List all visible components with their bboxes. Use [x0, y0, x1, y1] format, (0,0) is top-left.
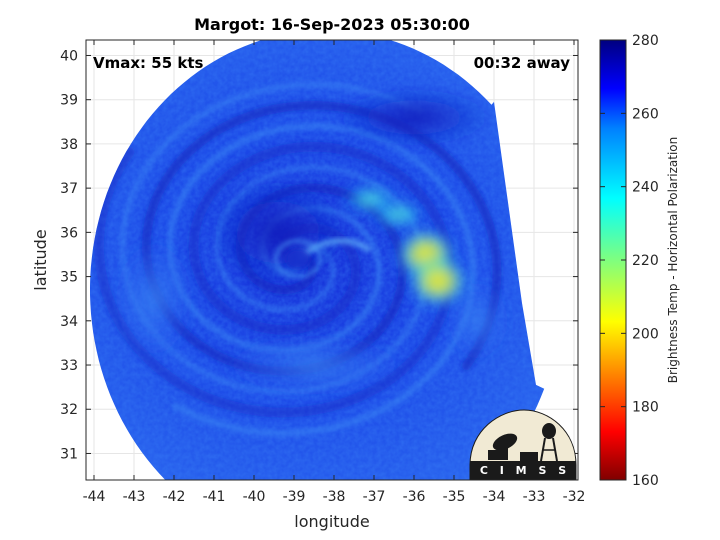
colorbar-tick-label: 280 [632, 33, 659, 49]
colorbar-tick-label: 160 [632, 473, 659, 489]
colorbar-ticks: 160 180 200 220 240 260 280 [600, 33, 659, 489]
x-tick-label: -41 [203, 489, 226, 505]
cold-region [334, 87, 494, 148]
vmax-annotation: Vmax: 55 kts [93, 54, 203, 72]
satellite-dish-icon [488, 423, 558, 462]
x-tick-label: -43 [123, 489, 146, 505]
colorbar-tick-label: 240 [632, 180, 659, 196]
dish-stand [502, 446, 508, 460]
x-tick-label: -40 [243, 489, 266, 505]
y-tick-label: 40 [60, 48, 78, 64]
storm-eye [274, 238, 371, 279]
cold-region [208, 177, 348, 288]
colorbar-tick-label: 180 [632, 400, 659, 416]
storm-eye-center [286, 248, 310, 269]
y-tick-label: 39 [60, 93, 78, 109]
spiral-band [141, 100, 502, 376]
warm-core-features [114, 87, 508, 396]
axes-box [85, 39, 579, 481]
tower-tank [542, 423, 556, 439]
y-tick-label: 32 [60, 402, 78, 418]
dish-shape [492, 433, 518, 451]
x-tick-label: -38 [323, 489, 346, 505]
y-tick-label: 36 [60, 225, 78, 241]
building-shape [520, 452, 538, 461]
x-tick-label: -42 [163, 489, 186, 505]
colorbar-tick-label: 200 [632, 326, 659, 342]
y-tick-label: 37 [60, 181, 78, 197]
spiral-band [120, 82, 429, 395]
x-tick-label: -34 [483, 489, 506, 505]
warm-patch [114, 238, 194, 359]
cimss-logo: C I M S S [469, 409, 577, 480]
y-tick-label: 34 [60, 314, 78, 330]
x-tick-label: -33 [523, 489, 546, 505]
y-tick-label: 33 [60, 358, 78, 374]
building-shape [488, 450, 504, 460]
colorbar: 160 180 200 220 240 260 280 Brightness Temp - … [599, 33, 680, 489]
logo-text: C I M S S [480, 464, 570, 477]
y-axis-label: latitude [31, 229, 50, 290]
y-tick-label: 35 [60, 270, 78, 286]
warm-core-feature [408, 255, 468, 308]
y-axis-ticks: 31 32 33 34 35 36 37 38 39 40 [60, 48, 578, 462]
chart-title: Margot: 16-Sep-2023 05:30:00 [194, 15, 470, 34]
colorbar-tick-label: 220 [632, 253, 659, 269]
x-tick-label: -44 [83, 489, 106, 505]
x-axis-ticks: -44 -43 -42 -41 -40 -39 -38 -37 -36 -35 -34 -33 -32 [83, 40, 586, 505]
y-tick-label: 38 [60, 137, 78, 153]
colorbar-tick-label: 260 [632, 106, 659, 122]
eyewall [274, 238, 322, 279]
x-tick-label: -39 [283, 489, 306, 505]
warm-core-feature [344, 185, 396, 214]
x-tick-label: -36 [403, 489, 426, 505]
x-tick-label: -37 [363, 489, 386, 505]
x-tick-label: -32 [563, 489, 586, 505]
logo-band [470, 461, 576, 479]
time-away-annotation: 00:32 away [474, 54, 571, 72]
colorbar-label: Brightness Temp - Horizontal Polarizatio… [666, 137, 680, 384]
x-axis-label: longitude [294, 512, 369, 531]
warm-patch [448, 280, 508, 361]
x-tick-label: -35 [443, 489, 466, 505]
swath-heatmap [90, 40, 545, 480]
warm-patch [224, 335, 404, 396]
y-tick-label: 31 [60, 446, 78, 462]
